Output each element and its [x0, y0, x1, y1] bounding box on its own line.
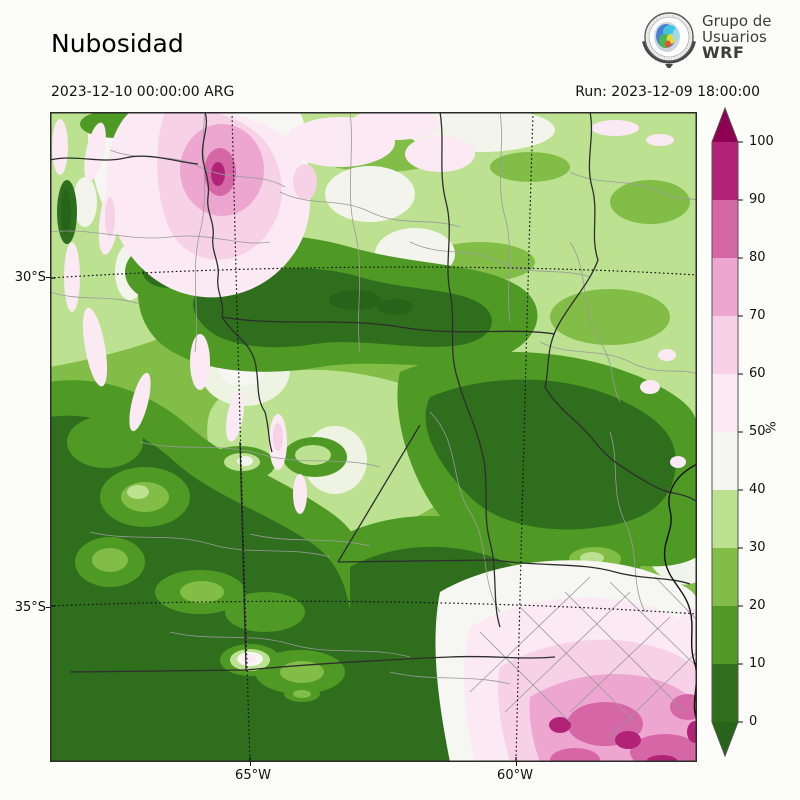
page-title: Nubosidad: [51, 29, 184, 58]
colorbar-seg-40-50: [712, 432, 738, 490]
colorbar: 100 90 80 70 60 50 40 30 20 10 0: [705, 100, 800, 764]
xtick-60w: [516, 762, 517, 766]
gridline-60w: [515, 112, 534, 762]
colorbar-tick-10: 10: [749, 656, 766, 671]
xtick-65w: [250, 762, 251, 766]
colorbar-tick-60: 60: [749, 366, 766, 381]
admin-boundaries-thin: [50, 112, 697, 738]
colorbar-seg-10-20: [712, 606, 738, 664]
logo-line2: Usuarios: [702, 28, 767, 46]
colorbar-seg-20-30: [712, 548, 738, 606]
ytick-30s: [46, 277, 50, 278]
logo-weather-map: [654, 22, 680, 52]
colorbar-seg-50-60: [712, 374, 738, 432]
colorbar-tick-40: 40: [749, 482, 766, 497]
colorbar-tick-90: 90: [749, 192, 766, 207]
cloud-fill-pink: [52, 112, 697, 762]
colorbar-seg-0-10: [712, 664, 738, 722]
ytick-label-30s: 30°S: [14, 270, 46, 285]
colorbar-tick-20: 20: [749, 598, 766, 613]
map-panel: [50, 112, 697, 762]
map-frame: [50, 112, 697, 762]
colorbar-tick-80: 80: [749, 250, 766, 265]
ytick-label-35s: 35°S: [14, 600, 46, 615]
colorbar-tick-70: 70: [749, 308, 766, 323]
logo-line3: WRF: [702, 43, 745, 62]
run-time-label: Run: 2023-12-09 18:00:00: [575, 84, 760, 100]
colorbar-tick-100: 100: [749, 134, 774, 149]
colorbar-ticks: [738, 141, 743, 723]
colorbar-tick-50: 50: [749, 424, 766, 439]
gridline-65w: [231, 112, 251, 762]
axis-tick-stubs: [50, 277, 517, 762]
gridline-30s: [50, 266, 697, 279]
logo-line1: Grupo de: [702, 12, 772, 30]
admin-boundaries-thick: [50, 112, 697, 673]
logo-ring-text: [646, 14, 692, 60]
map-canvas: [50, 112, 697, 762]
colorbar-seg-30-40: [712, 490, 738, 548]
colorbar-seg-60-70: [712, 316, 738, 374]
ytick-35s: [46, 607, 50, 608]
colorbar-tick-0: 0: [749, 714, 758, 729]
colorbar-unit-label: %: [764, 421, 780, 434]
xtick-label-60w: 60°W: [497, 768, 533, 783]
colorbar-canvas: [711, 106, 743, 758]
colorbar-tick-30: 30: [749, 540, 766, 555]
colorbar-arrow-over: [712, 108, 738, 142]
colorbar-arrow-under: [712, 722, 738, 756]
xtick-label-65w: 65°W: [235, 768, 271, 783]
cloud-fill-holes: [67, 416, 621, 702]
colorbar-seg-80-90: [712, 200, 738, 258]
valid-time-label: 2023-12-10 00:00:00 ARG: [51, 84, 235, 100]
colorbar-seg-90-100: [712, 142, 738, 200]
logo-text: Grupo de Usuarios WRF: [702, 13, 772, 61]
wrf-logo-icon: [642, 12, 696, 68]
cloud-fill-darkest: [61, 190, 413, 315]
colorbar-seg-70-80: [712, 258, 738, 316]
graticule: [50, 112, 697, 762]
